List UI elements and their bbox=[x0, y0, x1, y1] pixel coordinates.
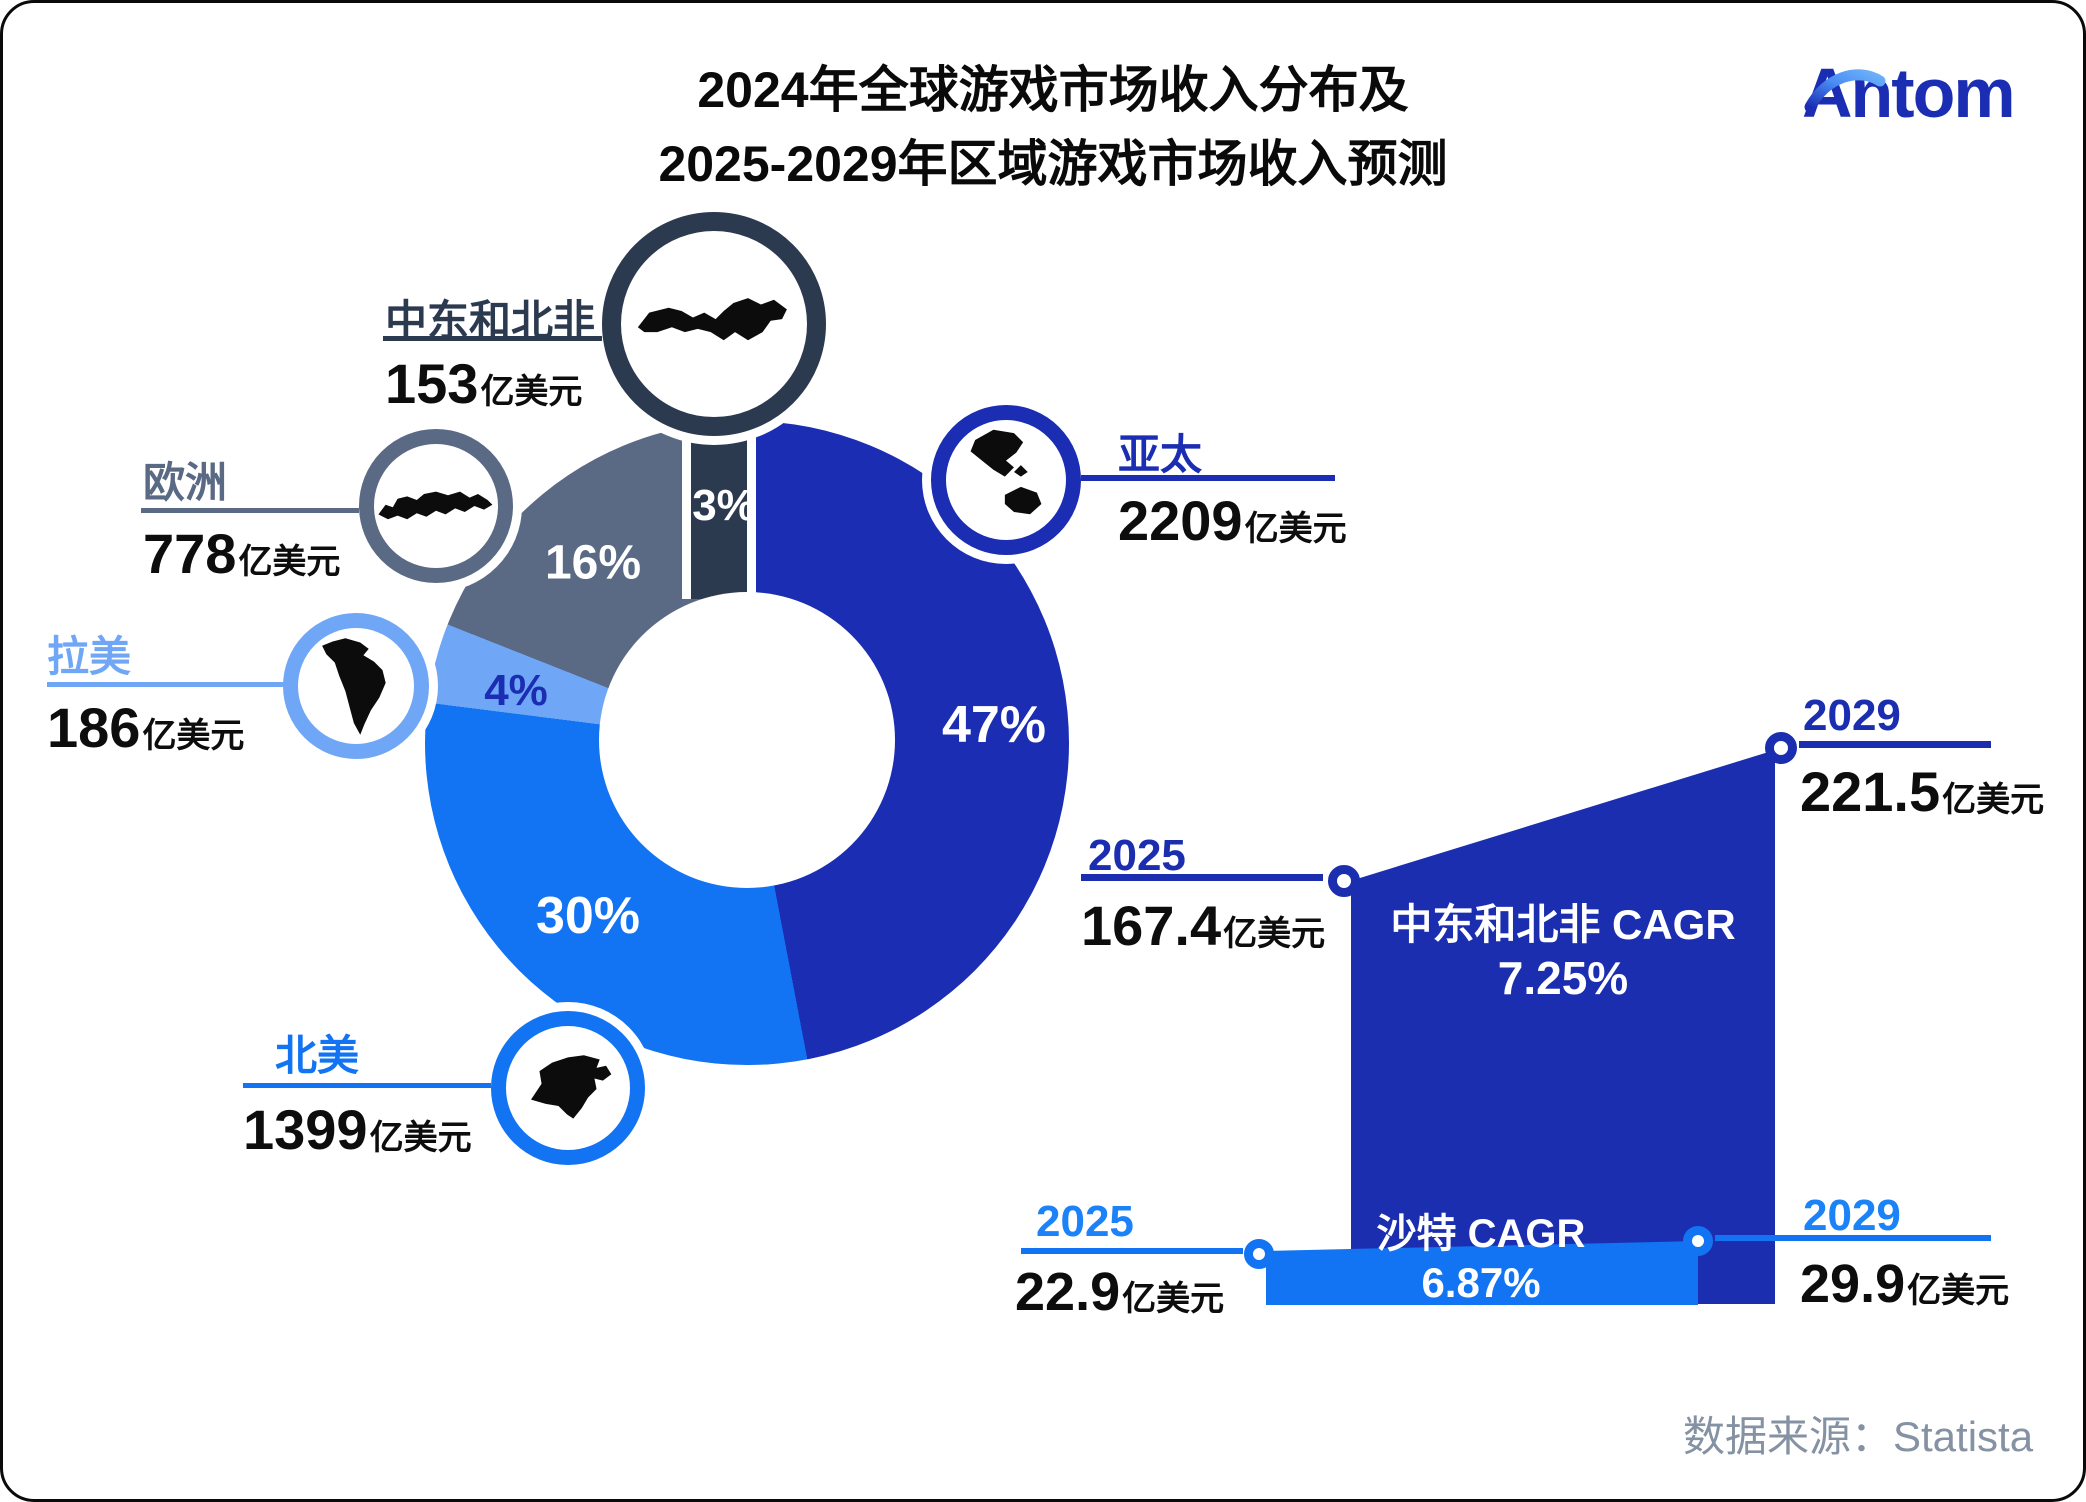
na-value-unit: 亿美元 bbox=[369, 1119, 472, 1157]
mena-2029-value: 221.5 亿美元 bbox=[1800, 759, 2044, 824]
europe-callout-line bbox=[141, 508, 359, 513]
saudi-cagr-value: 6.87% bbox=[1421, 1259, 1541, 1306]
na-region-label: 北美 bbox=[275, 1032, 360, 1079]
mena-2025-value: 167.4 亿美元 bbox=[1081, 893, 1325, 958]
na-map-icon bbox=[531, 1055, 612, 1119]
saudi-2029-year: 2029 bbox=[1803, 1191, 1901, 1240]
europe-badge bbox=[359, 429, 513, 583]
ap-callout-line bbox=[1081, 475, 1335, 481]
ap-region-label: 亚太 bbox=[1118, 431, 1203, 478]
mena-2029-year: 2029 bbox=[1803, 691, 1901, 740]
saudi-2029-line bbox=[1715, 1235, 1991, 1241]
saudi-cagr-label: 沙特 CAGR bbox=[1376, 1212, 1586, 1256]
na-region-value: 1399 亿美元 bbox=[243, 1097, 472, 1162]
mena-value-unit: 亿美元 bbox=[480, 373, 583, 411]
slice-label-ap: 47% bbox=[941, 696, 1047, 754]
latam-value-number: 186 bbox=[47, 696, 141, 759]
saudi-2029-value: 29.9 亿美元 bbox=[1800, 1253, 2009, 1315]
saudi-2029-unit: 亿美元 bbox=[1907, 1272, 2010, 1310]
mena-2025-year: 2025 bbox=[1088, 831, 1186, 880]
na-callout-line bbox=[243, 1083, 491, 1088]
ap-map-icon bbox=[970, 429, 1042, 515]
europe-value-number: 778 bbox=[143, 522, 237, 585]
na-value-number: 1399 bbox=[243, 1098, 368, 1161]
title-line1: 2024年全球游戏市场收入分布及 bbox=[697, 62, 1409, 118]
saudi-2029-point bbox=[1683, 1226, 1713, 1256]
ap-badge bbox=[931, 405, 1081, 555]
saudi-2025-line bbox=[1021, 1248, 1243, 1254]
latam-badge bbox=[283, 613, 429, 759]
europe-map-icon bbox=[378, 491, 493, 520]
antom-logo-icon: Antom bbox=[1802, 54, 2016, 132]
latam-value-unit: 亿美元 bbox=[142, 717, 245, 755]
mena-badge bbox=[602, 212, 826, 436]
title-line2: 2025-2029年区域游戏市场收入预测 bbox=[658, 136, 1448, 192]
mena-map-icon bbox=[637, 298, 787, 341]
slice-label-mena: 3% bbox=[692, 481, 756, 530]
ap-value-unit: 亿美元 bbox=[1244, 510, 1347, 548]
mena-2025-point bbox=[1328, 865, 1360, 897]
mena-callout-line bbox=[383, 336, 602, 341]
saudi-2029-number: 29.9 bbox=[1800, 1254, 1906, 1314]
data-source: 数据来源：Statista bbox=[1683, 1413, 2034, 1460]
mena-2029-point bbox=[1765, 732, 1797, 764]
mena-2025-unit: 亿美元 bbox=[1223, 915, 1326, 953]
page-title: 2024年全球游戏市场收入分布及 2025-2029年区域游戏市场收入预测 bbox=[563, 53, 1543, 201]
saudi-2025-unit: 亿美元 bbox=[1122, 1280, 1225, 1318]
mena-2029-number: 221.5 bbox=[1800, 760, 1941, 823]
saudi-2025-value: 22.9 亿美元 bbox=[1015, 1261, 1224, 1323]
antom-logo: Antom bbox=[1796, 41, 2048, 133]
saudi-forecast-area bbox=[1266, 1241, 1698, 1305]
donut-hole bbox=[599, 592, 895, 888]
slice-label-latam: 4% bbox=[484, 666, 548, 715]
europe-region-value: 778 亿美元 bbox=[143, 521, 340, 586]
ap-value-number: 2209 bbox=[1118, 489, 1243, 552]
europe-value-unit: 亿美元 bbox=[238, 543, 341, 581]
latam-region-value: 186 亿美元 bbox=[47, 695, 244, 760]
ap-region-value: 2209 亿美元 bbox=[1118, 488, 1347, 553]
mena-2029-unit: 亿美元 bbox=[1942, 781, 2045, 819]
saudi-2025-number: 22.9 bbox=[1015, 1262, 1121, 1322]
mena-2025-number: 167.4 bbox=[1081, 894, 1222, 957]
mena-cagr-label: 中东和北非 CAGR bbox=[1390, 901, 1736, 948]
mena-region-value: 153 亿美元 bbox=[385, 351, 582, 416]
svg-text:Antom: Antom bbox=[1802, 54, 2014, 132]
saudi-2025-point bbox=[1244, 1239, 1274, 1269]
europe-region-label: 欧洲 bbox=[143, 459, 228, 506]
slice-label-na: 30% bbox=[535, 887, 641, 945]
na-badge bbox=[491, 1011, 645, 1165]
slice-label-europe: 16% bbox=[544, 536, 642, 590]
mena-value-number: 153 bbox=[385, 352, 479, 415]
saudi-2025-year: 2025 bbox=[1036, 1197, 1134, 1246]
mena-magnifier-stem bbox=[682, 417, 756, 599]
mena-2029-line bbox=[1799, 741, 1991, 748]
mena-cagr-value: 7.25% bbox=[1497, 952, 1629, 1004]
mena-2025-line bbox=[1081, 874, 1323, 881]
latam-map-icon bbox=[322, 638, 386, 735]
latam-callout-line bbox=[47, 682, 284, 687]
latam-region-label: 拉美 bbox=[47, 633, 132, 680]
